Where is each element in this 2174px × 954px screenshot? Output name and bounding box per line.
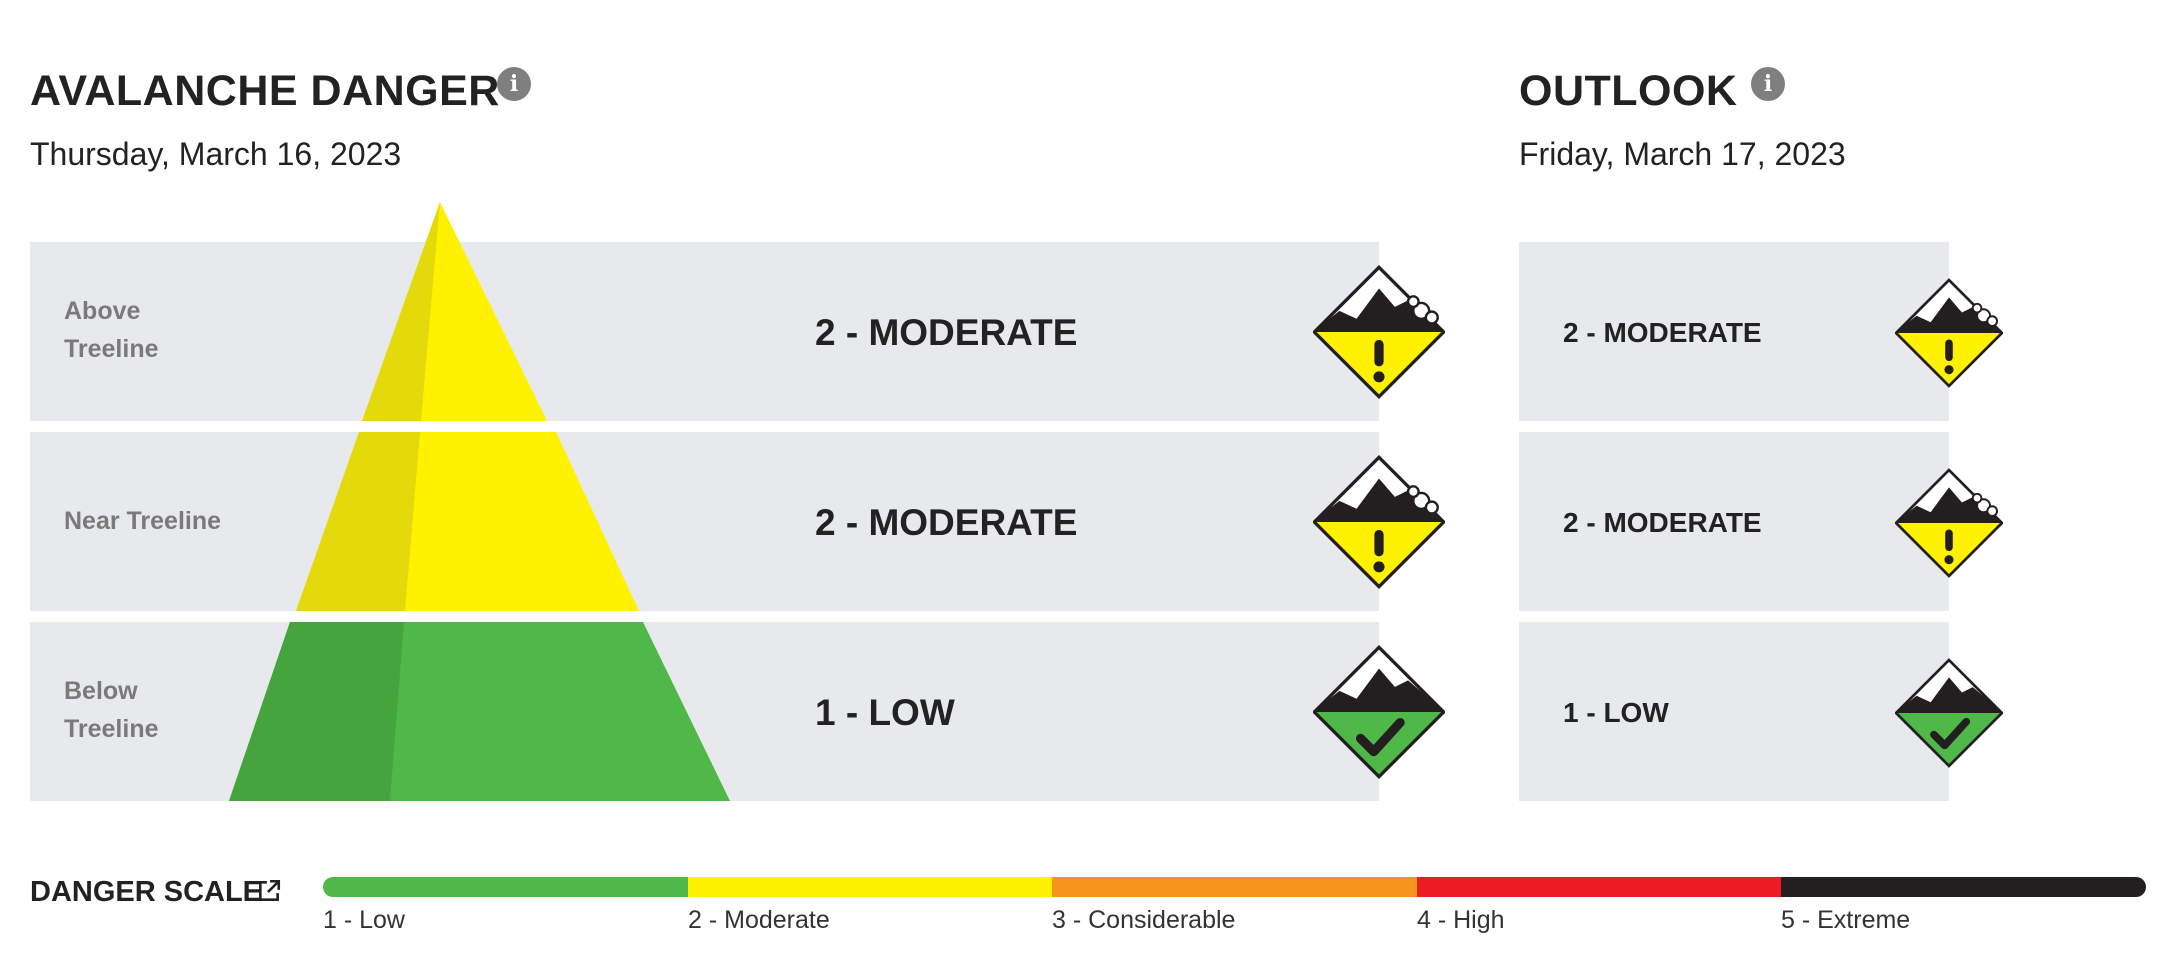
outlook-row-above-treeline (1519, 242, 1949, 421)
danger-scale-bar (323, 877, 2146, 897)
elevation-pyramid (229, 202, 730, 801)
outlook-title: OUTLOOK (1519, 67, 1738, 115)
scale-segment-extreme (1781, 877, 2146, 897)
scale-label-extreme: 5 - Extreme (1781, 906, 1911, 934)
moderate-danger-icon (1313, 455, 1445, 589)
scale-label-considerable: 3 - Considerable (1052, 906, 1236, 934)
scale-segment-considerable (1052, 877, 1417, 897)
scale-segment-moderate (687, 877, 1053, 897)
scale-label-high: 4 - High (1417, 906, 1505, 934)
scale-segment-low (323, 877, 688, 897)
danger-info-icon[interactable]: i (497, 67, 531, 101)
low-danger-icon (1895, 658, 2003, 768)
outlook-rating-above-treeline: 2 - MODERATE (1563, 317, 1762, 348)
scale-segment-high (1416, 877, 1782, 897)
elevation-label-below-treeline: Below Treeline (64, 677, 159, 743)
danger-date: Thursday, March 16, 2023 (30, 136, 402, 172)
outlook-date: Friday, March 17, 2023 (1519, 136, 1846, 172)
rating-near-treeline: 2 - MODERATE (815, 502, 1078, 543)
moderate-danger-icon (1895, 468, 2003, 578)
scale-label-moderate: 2 - Moderate (688, 906, 830, 934)
outlook-rating-below-treeline: 1 - LOW (1563, 697, 1669, 728)
danger-row-near-treeline (30, 432, 1379, 611)
outlook-rating-near-treeline: 2 - MODERATE (1563, 507, 1762, 538)
outlook-row-below-treeline (1519, 622, 1949, 801)
danger-scale-title: DANGER SCALE (30, 876, 263, 908)
outlook-row-near-treeline (1519, 432, 1949, 611)
scale-label-low: 1 - Low (323, 906, 405, 934)
rating-above-treeline: 2 - MODERATE (815, 312, 1078, 353)
moderate-danger-icon (1313, 265, 1445, 399)
elevation-label-above-treeline: Above Treeline (64, 297, 159, 363)
low-danger-icon (1313, 645, 1445, 779)
elevation-label-near-treeline: Near Treeline (64, 507, 222, 535)
external-link-icon[interactable] (256, 878, 282, 904)
moderate-danger-icon (1895, 278, 2003, 388)
outlook-info-icon[interactable]: i (1751, 67, 1785, 101)
danger-title: AVALANCHE DANGER (30, 67, 500, 115)
rating-below-treeline: 1 - LOW (815, 692, 955, 733)
danger-row-above-treeline (30, 242, 1379, 421)
